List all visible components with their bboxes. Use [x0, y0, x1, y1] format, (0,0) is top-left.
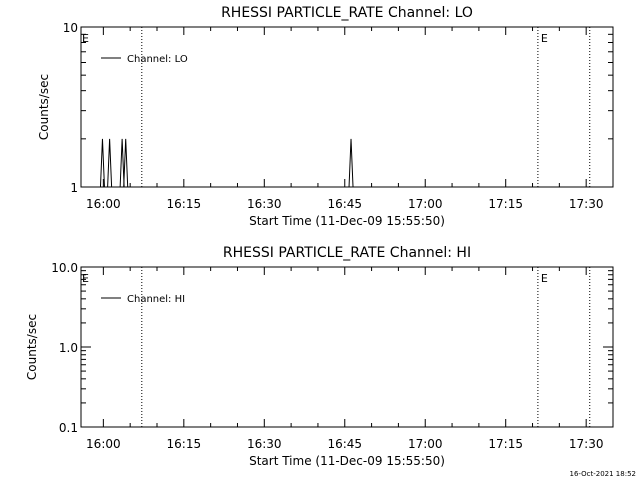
plot-frame — [80, 266, 614, 428]
plot-frame — [80, 26, 614, 188]
x-tick-label: 16:00 — [86, 197, 121, 211]
plot-timestamp: 16-Oct-2021 18:52 — [570, 470, 636, 478]
x-tick-label: 16:15 — [167, 437, 202, 451]
series-spike — [123, 138, 129, 188]
y-tick-label: 1 — [70, 181, 78, 195]
x-tick-label: 17:30 — [569, 437, 604, 451]
series-spike — [119, 138, 125, 188]
y-tick-label: 0.1 — [59, 421, 78, 435]
chart-title: RHESSI PARTICLE_RATE Channel: LO — [221, 5, 473, 21]
legend-label: Channel: LO — [127, 54, 188, 65]
y-tick-label: 1.0 — [59, 341, 78, 355]
x-tick-label: 17:30 — [569, 197, 604, 211]
series-spike — [99, 138, 105, 188]
x-axis-label: Start Time (11-Dec-09 15:55:50) — [249, 454, 445, 468]
x-axis-label: Start Time (11-Dec-09 15:55:50) — [249, 214, 445, 228]
x-tick-label: 17:15 — [488, 437, 523, 451]
x-tick-label: 16:15 — [167, 197, 202, 211]
chart-title: RHESSI PARTICLE_RATE Channel: HI — [223, 245, 471, 261]
event-marker-label: E — [541, 272, 548, 285]
start-marker-label: E — [82, 272, 89, 285]
event-marker-label: E — [541, 32, 548, 45]
start-marker-label: E — [82, 32, 89, 45]
x-tick-label: 17:00 — [408, 437, 443, 451]
y-axis-label: Counts/sec — [25, 314, 39, 380]
x-tick-label: 16:30 — [247, 197, 282, 211]
series-spike — [107, 138, 113, 188]
y-tick-label: 10 — [63, 21, 78, 35]
panel-hi: RHESSI PARTICLE_RATE Channel: HI 16:00 16:… — [25, 245, 614, 468]
legend-label: Channel: HI — [127, 294, 185, 305]
y-axis-label: Counts/sec — [37, 74, 51, 140]
x-tick-label: 16:30 — [247, 437, 282, 451]
panel-lo: RHESSI PARTICLE_RATE Channel: LO 16:00 16:… — [37, 5, 614, 228]
x-tick-label: 16:45 — [327, 197, 362, 211]
y-tick-label: 10.0 — [51, 261, 78, 275]
x-tick-label: 17:15 — [488, 197, 523, 211]
x-tick-label: 16:00 — [86, 437, 121, 451]
x-tick-label: 17:00 — [408, 197, 443, 211]
x-tick-label: 16:45 — [327, 437, 362, 451]
series-spike — [348, 138, 354, 188]
